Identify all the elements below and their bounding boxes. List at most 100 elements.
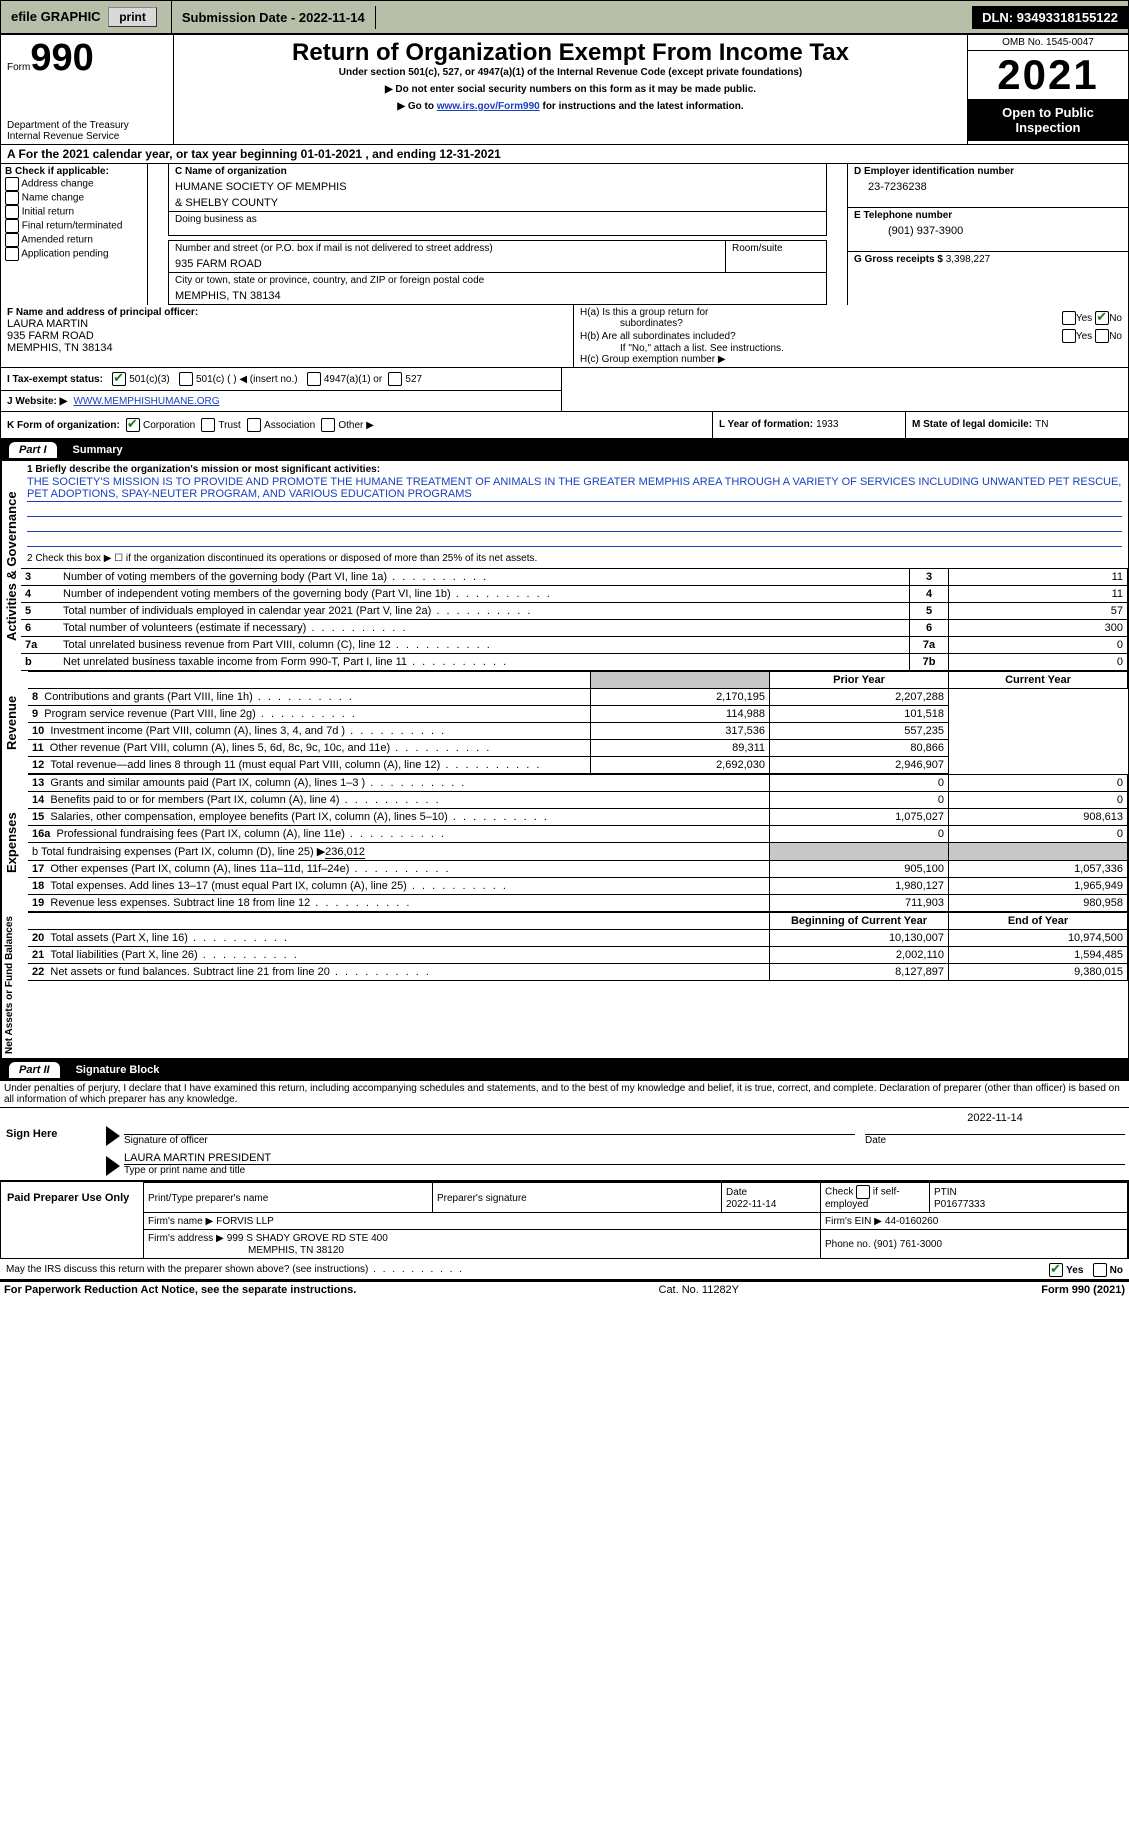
line-a-pre: A For the 2021 calendar year, or tax yea… xyxy=(7,147,301,161)
data-row: 18 Total expenses. Add lines 13–17 (must… xyxy=(28,878,1128,895)
row-text: Total unrelated business revenue from Pa… xyxy=(59,637,910,654)
checkbox-discuss-no[interactable] xyxy=(1093,1263,1107,1277)
checkbox-address-change[interactable] xyxy=(5,177,19,191)
section-k: K Form of organization: Corporation Trus… xyxy=(1,412,712,438)
exp-b-val: 236,012 xyxy=(325,846,365,859)
data-row: 16a Professional fundraising fees (Part … xyxy=(28,826,1128,843)
expenses-table: 13 Grants and similar amounts paid (Part… xyxy=(28,774,1128,912)
checkbox-ha-yes[interactable] xyxy=(1062,311,1076,325)
row-cell: 4 xyxy=(910,586,949,603)
ha-yes: Yes xyxy=(1076,313,1092,324)
website-link[interactable]: WWW.MEMPHISHUMANE.ORG xyxy=(73,396,219,407)
data-row: 12 Total revenue—add lines 8 through 11 … xyxy=(28,757,1128,774)
discuss-row: May the IRS discuss this return with the… xyxy=(0,1259,1129,1281)
opt-address-change: Address change xyxy=(21,179,93,190)
data-row: 19 Revenue less expenses. Subtract line … xyxy=(28,895,1128,912)
row-prior: 8,127,897 xyxy=(770,964,949,981)
summary-row: 7a Total unrelated business revenue from… xyxy=(21,637,1128,654)
line-a-begin: 01-01-2021 xyxy=(301,147,362,161)
checkbox-501c3[interactable] xyxy=(112,372,126,386)
checkbox-other[interactable] xyxy=(321,418,335,432)
q1-label: 1 Briefly describe the organization's mi… xyxy=(27,464,380,475)
row-current: 980,958 xyxy=(949,895,1128,912)
revenue-table: Prior YearCurrent Year 8 Contributions a… xyxy=(28,671,1128,774)
section-j: J Website: ▶ WWW.MEMPHISHUMANE.ORG xyxy=(1,391,561,411)
preparer-block: Paid Preparer Use Only Print/Type prepar… xyxy=(0,1182,1129,1259)
data-row: 14 Benefits paid to or for members (Part… xyxy=(28,792,1128,809)
opt-initial-return: Initial return xyxy=(22,207,74,218)
form-sub1: Under section 501(c), 527, or 4947(a)(1)… xyxy=(182,67,959,78)
summary-row: b Net unrelated business taxable income … xyxy=(21,654,1128,671)
summary-row: 4 Number of independent voting members o… xyxy=(21,586,1128,603)
row-value: 57 xyxy=(949,603,1128,620)
checkbox-501c[interactable] xyxy=(179,372,193,386)
q2-text: 2 Check this box ▶ ☐ if the organization… xyxy=(21,549,1128,568)
checkbox-trust[interactable] xyxy=(201,418,215,432)
row-prior: 2,692,030 xyxy=(591,757,770,774)
d-value: 23-7236238 xyxy=(848,179,1128,195)
prep-h4a: Check xyxy=(825,1187,853,1198)
checkbox-self-employed[interactable] xyxy=(856,1185,870,1199)
irs-link[interactable]: www.irs.gov/Form990 xyxy=(437,101,540,112)
prep-h3v: 2022-11-14 xyxy=(726,1199,776,1210)
checkbox-corp[interactable] xyxy=(126,418,140,432)
row-current: 1,057,336 xyxy=(949,861,1128,878)
row-text: 13 Grants and similar amounts paid (Part… xyxy=(28,775,770,792)
row-num: 5 xyxy=(21,603,59,620)
part1-title: Summary xyxy=(65,442,131,458)
line-a: A For the 2021 calendar year, or tax yea… xyxy=(0,145,1129,164)
i-opt0: 501(c)(3) xyxy=(129,374,170,385)
checkbox-4947[interactable] xyxy=(307,372,321,386)
part2-label: Part II xyxy=(9,1062,60,1078)
c-name1: HUMANE SOCIETY OF MEMPHIS xyxy=(169,179,826,195)
footer: For Paperwork Reduction Act Notice, see … xyxy=(0,1281,1129,1298)
checkbox-initial-return[interactable] xyxy=(5,205,19,219)
line-a-end: 12-31-2021 xyxy=(439,147,500,161)
row-cell: 5 xyxy=(910,603,949,620)
row-current: 1,965,949 xyxy=(949,878,1128,895)
sidebar-netassets: Net Assets or Fund Balances xyxy=(1,912,28,1058)
summary-table: 3 Number of voting members of the govern… xyxy=(21,568,1128,671)
discuss-q: May the IRS discuss this return with the… xyxy=(6,1264,464,1275)
j-label: J Website: ▶ xyxy=(7,396,67,407)
firm-label: Firm's name ▶ xyxy=(148,1216,213,1227)
row-current: 2,946,907 xyxy=(770,757,949,774)
checkbox-final-return[interactable] xyxy=(5,219,19,233)
part2-title: Signature Block xyxy=(68,1062,168,1078)
row-text: 16a Professional fundraising fees (Part … xyxy=(28,826,770,843)
ha-line1: H(a) Is this a group return for xyxy=(580,307,1062,318)
checkbox-hb-no[interactable] xyxy=(1095,329,1109,343)
checkbox-app-pending[interactable] xyxy=(5,247,19,261)
row-text: Net unrelated business taxable income fr… xyxy=(59,654,910,671)
submission-seg: Submission Date - 2022-11-14 xyxy=(172,6,376,29)
prep-h5: PTIN xyxy=(934,1187,957,1198)
row-prior: 711,903 xyxy=(770,895,949,912)
prep-h3: Date xyxy=(726,1187,747,1198)
prep-h1: Print/Type preparer's name xyxy=(148,1193,268,1204)
checkbox-amended-return[interactable] xyxy=(5,233,19,247)
checkbox-name-change[interactable] xyxy=(5,191,19,205)
checkbox-assoc[interactable] xyxy=(247,418,261,432)
print-button[interactable]: print xyxy=(108,7,157,27)
data-row: 21 Total liabilities (Part X, line 26) 2… xyxy=(28,947,1128,964)
section-l: L Year of formation: 1933 xyxy=(712,412,905,438)
checkbox-discuss-yes[interactable] xyxy=(1049,1263,1063,1277)
q1-text: THE SOCIETY'S MISSION IS TO PROVIDE AND … xyxy=(27,475,1122,502)
form-sub3-post: for instructions and the latest informat… xyxy=(540,101,744,112)
c-name2: & SHELBY COUNTY xyxy=(169,195,826,211)
exp-bline: b Total fundraising expenses (Part IX, c… xyxy=(28,843,770,861)
exp-b-pre: b Total fundraising expenses (Part IX, c… xyxy=(32,846,325,858)
sidebar-activities: Activities & Governance xyxy=(1,461,21,671)
checkbox-527[interactable] xyxy=(388,372,402,386)
i-opt3: 527 xyxy=(405,374,422,385)
fh-block: F Name and address of principal officer:… xyxy=(0,305,1129,368)
g-value: 3,398,227 xyxy=(946,254,991,265)
row-text: 14 Benefits paid to or for members (Part… xyxy=(28,792,770,809)
sig-name-title: LAURA MARTIN PRESIDENT xyxy=(124,1152,1125,1165)
checkbox-hb-yes[interactable] xyxy=(1062,329,1076,343)
row-text: 21 Total liabilities (Part X, line 26) xyxy=(28,947,770,964)
row-text: 19 Revenue less expenses. Subtract line … xyxy=(28,895,770,912)
dept-treasury: Department of the Treasury xyxy=(7,120,167,131)
checkbox-ha-no[interactable] xyxy=(1095,311,1109,325)
row-prior: 10,130,007 xyxy=(770,930,949,947)
